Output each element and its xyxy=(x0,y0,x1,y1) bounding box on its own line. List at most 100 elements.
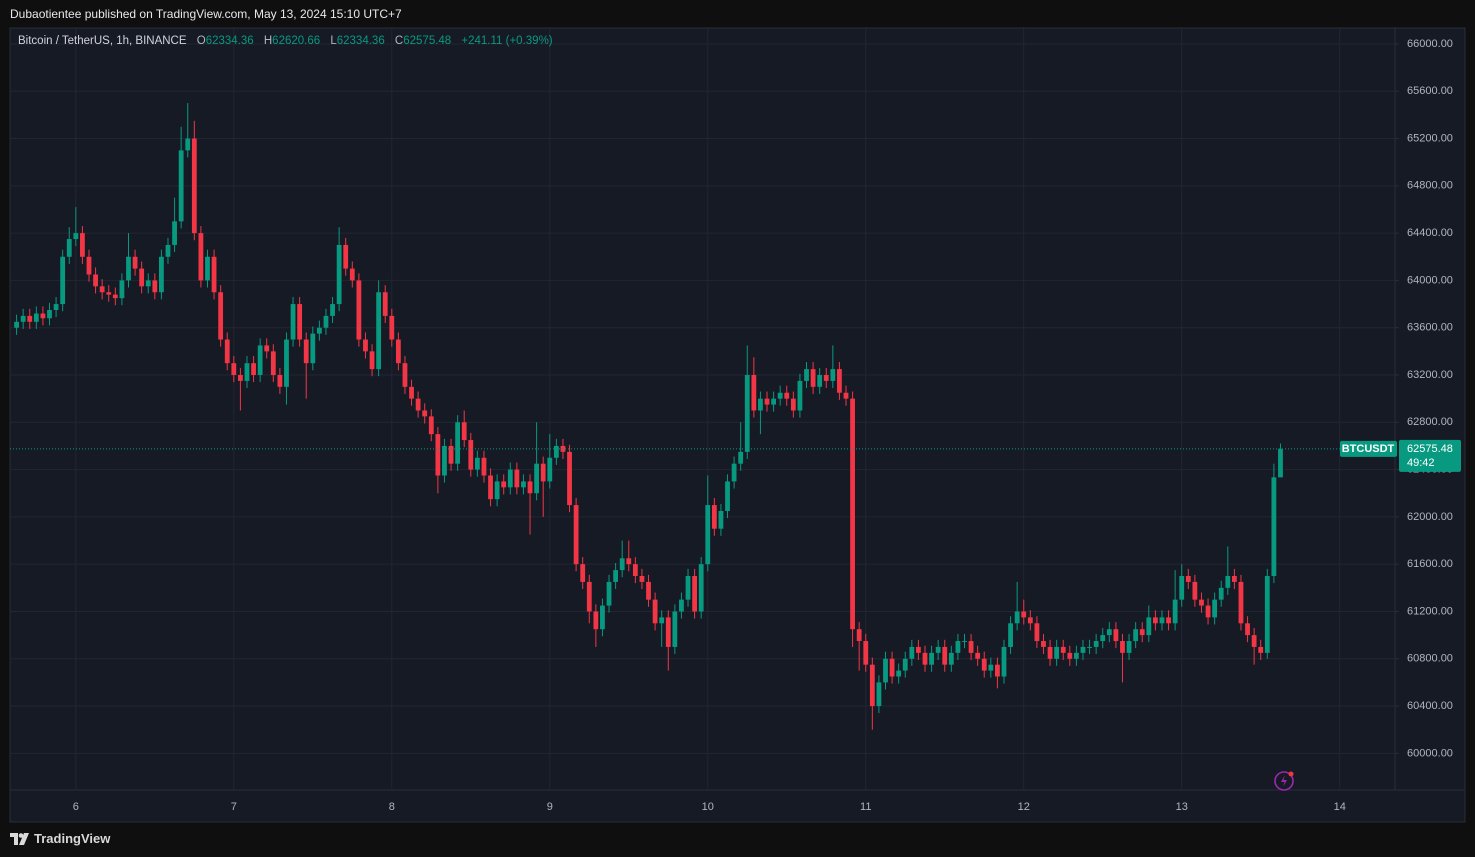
candle-body xyxy=(218,292,224,340)
alert-dot xyxy=(1288,771,1294,777)
candle-body xyxy=(1041,641,1046,647)
candle-body xyxy=(1264,576,1270,653)
symbol-tag-text: BTCUSDT xyxy=(1342,443,1395,455)
candle-body xyxy=(863,641,869,665)
candle-body xyxy=(600,605,605,630)
candle-body xyxy=(494,481,500,500)
candle-body xyxy=(435,434,441,476)
candle-body xyxy=(586,581,592,612)
candle-body xyxy=(777,392,783,399)
y-tick-label: 63200.00 xyxy=(1407,369,1453,381)
candle-body xyxy=(185,138,191,151)
candle-body xyxy=(527,481,533,494)
y-tick-label: 60000.00 xyxy=(1407,747,1453,759)
candle-body xyxy=(1251,635,1257,647)
candle-body xyxy=(1218,587,1224,600)
candle-body xyxy=(257,345,263,376)
candle-body xyxy=(922,652,928,665)
candle-body xyxy=(1258,646,1264,653)
candle-body xyxy=(47,309,52,319)
candle-body xyxy=(349,268,355,281)
candle-body xyxy=(646,581,651,600)
candle-body xyxy=(711,505,717,529)
candle-body xyxy=(731,463,737,482)
candle-body xyxy=(593,611,599,630)
candle-body xyxy=(172,221,177,245)
candle-body xyxy=(231,363,237,376)
candle-body xyxy=(270,351,276,376)
candle-body xyxy=(316,327,322,334)
brand-logo xyxy=(10,832,29,845)
candle-body xyxy=(725,481,730,511)
candle-body xyxy=(692,576,698,612)
x-tick-label: 7 xyxy=(231,801,237,813)
candle-body xyxy=(573,505,579,565)
legend-label: H xyxy=(263,35,273,47)
candle-body xyxy=(1093,641,1099,647)
alert-icon[interactable] xyxy=(1274,771,1294,791)
candle-body xyxy=(553,445,559,458)
candle-body xyxy=(336,244,342,305)
candle-body xyxy=(837,369,842,393)
symbol-tag xyxy=(1340,440,1397,457)
candle-body xyxy=(112,294,118,299)
candle-body xyxy=(66,239,72,257)
x-tick-label: 14 xyxy=(1334,801,1346,813)
candle-body xyxy=(119,280,125,299)
candle-body xyxy=(376,292,382,370)
brand-name: TradingView xyxy=(34,831,111,846)
candle-body xyxy=(784,392,790,399)
legend-change: +241.11 (+0.39%) xyxy=(461,35,553,47)
candle-body xyxy=(1278,448,1283,478)
candle-body xyxy=(53,304,59,310)
candle-body xyxy=(1245,623,1250,636)
price-tag xyxy=(1399,439,1461,472)
candle-body xyxy=(323,315,329,328)
candle-body xyxy=(211,256,217,293)
candle-body xyxy=(955,641,961,653)
candle-body xyxy=(738,451,744,464)
candle-body xyxy=(1060,646,1066,653)
candle-body xyxy=(145,280,151,287)
x-tick-label: 10 xyxy=(702,801,714,813)
candle-body xyxy=(1008,623,1013,647)
candle-body xyxy=(1021,611,1027,618)
legend-label: C xyxy=(394,35,404,47)
candle-body xyxy=(639,576,645,582)
x-tick-label: 12 xyxy=(1018,801,1030,813)
candle-body xyxy=(1172,599,1178,624)
candle-body xyxy=(1073,652,1079,659)
candle-body xyxy=(395,339,401,364)
candle-body xyxy=(224,339,230,364)
candle-body xyxy=(1047,646,1053,659)
candle-body xyxy=(1159,617,1165,624)
candle-body xyxy=(1212,599,1218,618)
candle-body xyxy=(507,469,513,488)
x-tick-label: 9 xyxy=(547,801,553,813)
candles xyxy=(14,103,1283,730)
candle-body xyxy=(830,369,836,381)
x-tick-label: 8 xyxy=(389,801,395,813)
candle-body xyxy=(237,375,243,381)
candle-body xyxy=(139,268,145,287)
candle-body xyxy=(534,463,540,494)
candle-body xyxy=(869,664,875,707)
candle-body xyxy=(1001,646,1007,677)
candle-body xyxy=(363,339,368,352)
candle-body xyxy=(303,339,309,364)
candle-body xyxy=(744,375,750,452)
candle-body xyxy=(679,599,684,612)
candle-body xyxy=(1231,576,1237,582)
y-tick-label: 63600.00 xyxy=(1407,322,1453,334)
candle-body xyxy=(856,629,862,642)
legend-value: 62575.48 xyxy=(403,35,452,47)
candle-body xyxy=(488,475,493,500)
y-tick-label: 64400.00 xyxy=(1407,227,1453,239)
candle-body xyxy=(521,481,526,488)
candle-body xyxy=(705,505,711,565)
candle-body xyxy=(1034,623,1040,642)
y-tick-label: 64000.00 xyxy=(1407,274,1453,286)
candle-body xyxy=(810,369,816,387)
y-tick-label: 61600.00 xyxy=(1407,558,1453,570)
candle-body xyxy=(468,440,474,470)
